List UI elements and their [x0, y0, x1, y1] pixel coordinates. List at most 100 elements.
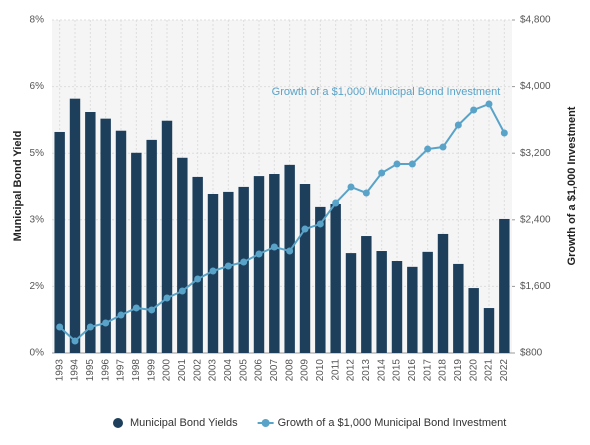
x-tick-label: 1999	[146, 359, 157, 382]
x-tick-label: 2020	[468, 359, 479, 382]
legend-label: Growth of a $1,000 Municipal Bond Invest…	[278, 417, 507, 429]
x-tick-label: 2000	[162, 359, 173, 382]
line-point	[117, 311, 125, 319]
line-point	[332, 199, 340, 207]
y2-tick-label: $4,800	[520, 15, 551, 26]
bar	[85, 111, 96, 354]
bar	[499, 218, 510, 353]
bar	[54, 131, 65, 353]
line-point	[439, 143, 447, 151]
y2-tick-label: $800	[520, 348, 543, 359]
x-tick-label: 2007	[269, 359, 280, 382]
line-point	[286, 247, 294, 255]
bar	[391, 261, 403, 353]
x-tick-label: 2013	[361, 359, 372, 382]
bar	[238, 186, 249, 353]
line-point	[56, 323, 64, 331]
x-tick-label: 2021	[484, 359, 495, 382]
bar	[131, 152, 142, 353]
line-point	[255, 250, 263, 258]
bar	[161, 120, 173, 353]
x-tick-label: 2008	[284, 359, 295, 382]
legend-marker	[113, 418, 123, 428]
bar	[146, 139, 157, 353]
y2-tick-label: $1,600	[520, 281, 551, 292]
line-point	[224, 262, 232, 270]
bar	[453, 263, 464, 353]
line-point	[470, 106, 478, 114]
y-tick-label: 0%	[30, 348, 45, 359]
line-point	[270, 243, 278, 251]
y-tick-label: 5%	[30, 148, 45, 159]
bar	[192, 176, 203, 353]
bar	[115, 130, 127, 353]
bar	[330, 203, 341, 353]
line-point	[485, 100, 493, 108]
bar	[284, 164, 295, 353]
x-tick-label: 2019	[453, 359, 464, 382]
line-point	[148, 306, 156, 314]
x-tick-label: 2009	[300, 359, 311, 382]
line-point	[301, 225, 309, 233]
y2-tick-label: $4,000	[520, 81, 551, 92]
bar	[376, 251, 387, 353]
line-point	[500, 129, 508, 137]
line-point	[393, 160, 401, 168]
line-point	[178, 287, 186, 295]
line-point	[209, 267, 217, 275]
bar	[269, 174, 280, 353]
y2-tick-label: $3,200	[520, 148, 551, 159]
y-tick-label: 3%	[30, 214, 45, 225]
y-tick-label: 2%	[30, 281, 45, 292]
line-point	[408, 160, 416, 168]
y2-axis-title: Growth of a $1,000 Investment	[566, 106, 578, 265]
bar	[422, 251, 433, 353]
legend-label: Municipal Bond Yields	[130, 417, 238, 429]
x-tick-label: 1993	[54, 359, 65, 382]
x-tick-label: 2012	[346, 359, 357, 382]
line-point	[71, 337, 79, 345]
line-point	[347, 183, 355, 191]
x-tick-label: 2004	[223, 359, 234, 382]
bar	[315, 206, 326, 353]
line-point	[194, 275, 202, 283]
x-tick-label: 2022	[499, 359, 510, 382]
x-tick-label: 2014	[376, 359, 387, 382]
legend-marker	[261, 419, 270, 427]
x-tick-label: 2002	[192, 359, 203, 382]
x-tick-label: 2011	[330, 359, 341, 381]
x-tick-label: 2015	[392, 359, 403, 382]
x-tick-label: 2001	[177, 359, 188, 382]
x-tick-label: 1998	[131, 359, 142, 382]
y-tick-label: 8%	[30, 15, 45, 26]
line-point	[362, 189, 370, 197]
bar	[361, 236, 372, 353]
x-tick-label: 2005	[238, 359, 249, 382]
plot-area	[52, 20, 512, 353]
bar	[253, 176, 265, 353]
y2-tick-label: $2,400	[520, 214, 551, 225]
x-tick-label: 1994	[70, 359, 81, 382]
x-tick-label: 1996	[100, 359, 111, 382]
annotation: Growth of a $1,000 Municipal Bond Invest…	[272, 86, 501, 98]
line-point	[102, 319, 110, 327]
bar	[407, 266, 418, 353]
bar	[345, 253, 357, 353]
line-point	[163, 294, 171, 302]
x-tick-label: 1997	[116, 359, 127, 382]
x-tick-label: 2006	[254, 359, 265, 382]
x-tick-label: 2010	[315, 359, 326, 382]
x-tick-label: 2016	[407, 359, 418, 382]
line-point	[132, 304, 140, 312]
y-axis-title: Municipal Bond Yield	[12, 131, 24, 242]
x-tick-label: 2003	[208, 359, 219, 382]
x-tick-label: 2018	[438, 359, 449, 382]
bar	[100, 118, 111, 354]
line-point	[378, 169, 386, 177]
line-point	[454, 121, 462, 129]
bar	[468, 288, 479, 353]
y-tick-label: 6%	[30, 81, 45, 92]
bar	[177, 157, 188, 353]
line-point	[86, 323, 94, 331]
